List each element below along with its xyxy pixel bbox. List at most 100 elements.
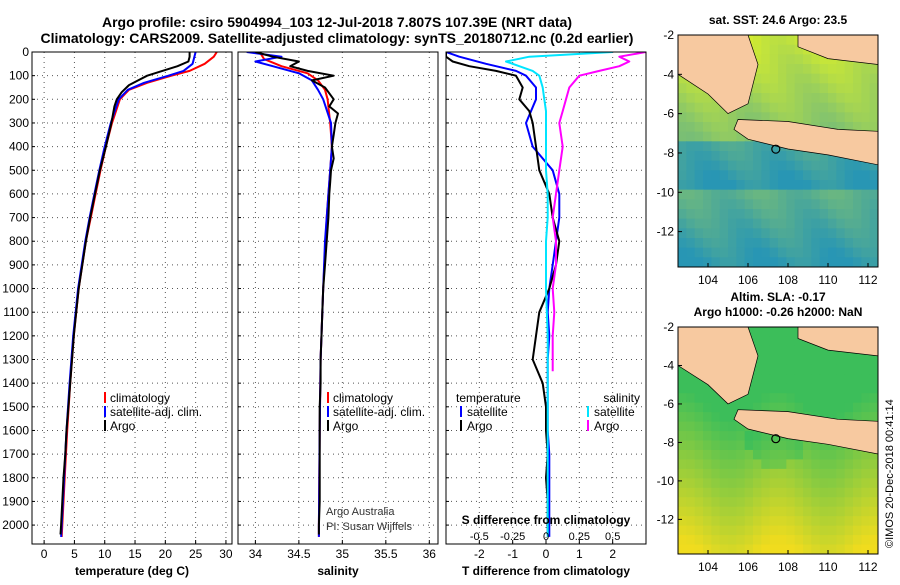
map-cell bbox=[769, 35, 779, 46]
map-cell bbox=[761, 247, 771, 258]
map-cell bbox=[769, 218, 779, 229]
map-cell bbox=[753, 102, 762, 113]
x-tick-label: 0 bbox=[41, 547, 48, 561]
map-cell bbox=[753, 525, 762, 536]
map-cell bbox=[761, 478, 771, 489]
map-cell bbox=[686, 257, 696, 267]
map-cell bbox=[811, 102, 821, 113]
map-cell bbox=[736, 440, 746, 451]
map-cell bbox=[769, 327, 779, 338]
map-cell bbox=[853, 544, 862, 554]
map-cell bbox=[703, 393, 712, 404]
map-cell bbox=[694, 238, 704, 249]
map-cell bbox=[703, 218, 712, 229]
map-cell bbox=[853, 525, 862, 536]
map-cell bbox=[794, 516, 804, 527]
x-tick-label: 25 bbox=[189, 547, 203, 561]
sla-map-title: Altim. SLA: -0.17 bbox=[730, 290, 826, 304]
map-cell bbox=[769, 525, 779, 536]
map-cell bbox=[736, 516, 746, 527]
legend-label: climatology bbox=[110, 391, 170, 405]
depth-tick-label: 1900 bbox=[2, 494, 29, 508]
map-cell bbox=[761, 257, 771, 267]
depth-tick-label: 1400 bbox=[2, 376, 29, 390]
map-cell bbox=[844, 525, 854, 536]
map-cell bbox=[869, 170, 878, 181]
map-cell bbox=[869, 209, 878, 220]
map-cell bbox=[853, 393, 862, 404]
lat-tick-label: -8 bbox=[663, 435, 674, 449]
map-cell bbox=[828, 218, 837, 229]
map-cell bbox=[728, 151, 737, 162]
map-cell bbox=[844, 209, 854, 220]
map-cell bbox=[736, 102, 746, 113]
map-cell bbox=[728, 440, 737, 451]
map-cell bbox=[769, 54, 779, 65]
x-tick-label: 1 bbox=[576, 547, 583, 561]
map-cell bbox=[869, 228, 878, 239]
map-cell bbox=[803, 83, 812, 94]
map-cell bbox=[719, 122, 729, 133]
map-cell bbox=[828, 487, 837, 498]
map-cell bbox=[861, 218, 871, 229]
map-cell bbox=[819, 393, 829, 404]
map-cell bbox=[778, 180, 787, 191]
map-cell bbox=[786, 54, 796, 65]
map-cell bbox=[703, 199, 712, 210]
map-cell bbox=[686, 93, 696, 104]
map-cell bbox=[711, 151, 721, 162]
depth-tick-label: 400 bbox=[9, 140, 29, 154]
map-cell bbox=[719, 525, 729, 536]
map-cell bbox=[819, 112, 829, 123]
map-cell bbox=[703, 402, 712, 413]
map-cell bbox=[828, 468, 837, 479]
map-cell bbox=[736, 487, 746, 498]
map-cell bbox=[719, 160, 729, 171]
map-cell bbox=[811, 355, 821, 366]
map-cell bbox=[736, 459, 746, 470]
map-cell bbox=[753, 336, 762, 347]
map-cell bbox=[678, 209, 687, 220]
map-cell bbox=[744, 228, 754, 239]
map-cell bbox=[844, 383, 854, 394]
map-cell bbox=[719, 209, 729, 220]
map-cell bbox=[778, 364, 787, 375]
map-cell bbox=[703, 506, 712, 517]
map-cell bbox=[728, 525, 737, 536]
map-cell bbox=[703, 383, 712, 394]
map-cell bbox=[769, 44, 779, 55]
sla-map-panel: Altim. SLA: -0.17 Argo h1000: -0.26 h200… bbox=[657, 290, 879, 574]
map-cell bbox=[719, 199, 729, 210]
land-borneo bbox=[797, 35, 878, 65]
map-cell bbox=[769, 93, 779, 104]
map-cell bbox=[794, 228, 804, 239]
t-difference-axis-label: T difference from climatology bbox=[462, 564, 630, 578]
map-cell bbox=[761, 228, 771, 239]
map-cell bbox=[761, 35, 771, 46]
map-cell bbox=[869, 64, 878, 75]
lon-tick-label: 112 bbox=[858, 560, 877, 574]
map-cell bbox=[819, 544, 829, 554]
map-cell bbox=[719, 247, 729, 258]
map-cell bbox=[719, 218, 729, 229]
map-cell bbox=[828, 516, 837, 527]
map-cell bbox=[869, 506, 878, 517]
map-cell bbox=[869, 160, 878, 171]
map-cell bbox=[694, 189, 704, 200]
map-cell bbox=[711, 393, 721, 404]
map-cell bbox=[828, 525, 837, 536]
map-cell bbox=[753, 160, 762, 171]
map-cell bbox=[753, 218, 762, 229]
map-cell bbox=[861, 160, 871, 171]
map-cell bbox=[803, 180, 812, 191]
map-cell bbox=[861, 112, 871, 123]
map-cell bbox=[786, 257, 796, 267]
map-cell bbox=[844, 64, 854, 75]
map-cell bbox=[836, 497, 846, 508]
map-cell bbox=[794, 497, 804, 508]
map-cell bbox=[761, 506, 771, 517]
map-cell bbox=[819, 64, 829, 75]
legend-title-salinity: salinity bbox=[603, 391, 640, 405]
map-cell bbox=[736, 431, 746, 442]
map-cell bbox=[703, 535, 712, 546]
